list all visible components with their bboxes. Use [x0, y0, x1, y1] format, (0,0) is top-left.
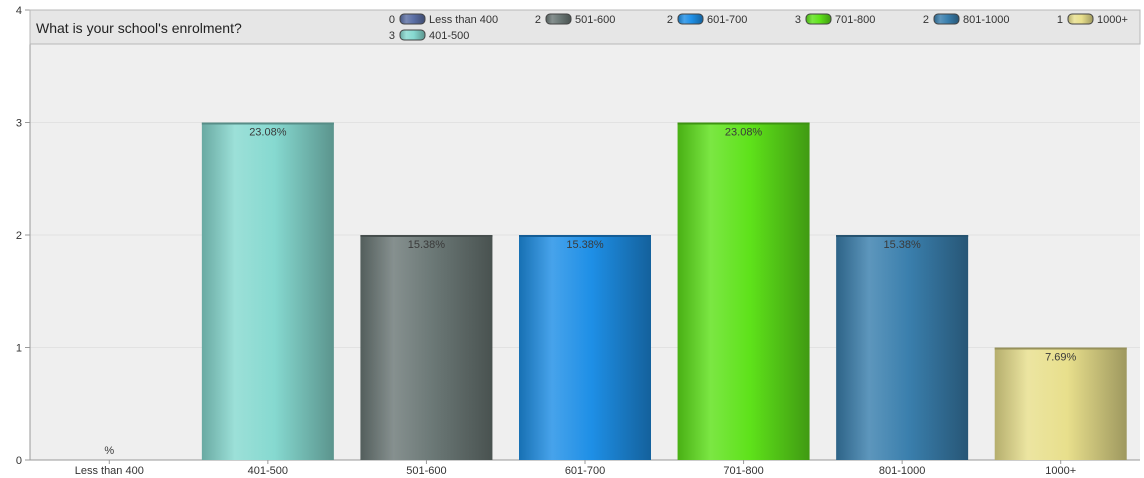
- legend-item-501-600[interactable]: 2 501-600: [535, 13, 616, 26]
- legend-item-801-1000[interactable]: 2 801-1000: [923, 13, 1010, 26]
- bar-data-label: 23.08%: [249, 127, 287, 139]
- y-tick-label: 3: [16, 118, 22, 130]
- bar-801-1000[interactable]: [836, 235, 969, 460]
- y-tick-label: 1: [16, 343, 22, 355]
- bar-data-label: 15.38%: [883, 239, 921, 251]
- legend-item-401-500[interactable]: 3 401-500: [389, 29, 470, 42]
- legend-count: 2: [923, 14, 929, 26]
- legend-swatch: [1067, 13, 1094, 25]
- y-tick-label: 0: [16, 455, 22, 467]
- legend-label: 801-1000: [963, 14, 1010, 26]
- bar-601-700[interactable]: [519, 235, 651, 460]
- legend-count: 2: [535, 14, 541, 26]
- x-tick-label: Less than 400: [75, 465, 144, 477]
- bar-top-edge: [994, 347, 1127, 350]
- legend-count: 3: [795, 14, 801, 26]
- legend-swatch: [399, 13, 426, 25]
- legend-label: 701-800: [835, 14, 875, 26]
- legend-swatch: [545, 13, 572, 25]
- legend-label: 601-700: [707, 14, 747, 26]
- legend-count: 2: [667, 14, 673, 26]
- bar-data-label: 7.69%: [1045, 352, 1076, 364]
- bar-data-label: 15.38%: [566, 239, 604, 251]
- x-tick-label: 701-800: [723, 465, 763, 477]
- legend-label: Less than 400: [429, 14, 498, 26]
- legend-item-601-700[interactable]: 2 601-700: [667, 13, 748, 26]
- bar-401-500[interactable]: [201, 122, 334, 461]
- bar-501-600[interactable]: [360, 235, 493, 460]
- legend-swatch: [933, 13, 960, 25]
- x-tick-label: 801-1000: [879, 465, 926, 477]
- legend-background: [29, 9, 1141, 45]
- y-tick-label: 2: [16, 230, 22, 242]
- bar-top-edge: [519, 235, 651, 237]
- legend-label: 501-600: [575, 14, 615, 26]
- legend-swatch: [677, 13, 704, 25]
- bar-top-edge: [360, 235, 493, 237]
- bar-data-label: 23.08%: [725, 127, 763, 139]
- legend-item-701-800[interactable]: 3 701-800: [795, 13, 876, 26]
- legend-count: 1: [1057, 14, 1063, 26]
- bar-top-edge: [201, 122, 334, 125]
- bar-data-label: %: [104, 445, 114, 457]
- x-tick-label: 401-500: [248, 465, 288, 477]
- legend-box: What is your school's enrolment? 0 Less t…: [29, 9, 1141, 45]
- chart-title: What is your school's enrolment?: [36, 20, 242, 36]
- bar-1000-[interactable]: [994, 347, 1127, 461]
- legend-label: 401-500: [429, 30, 469, 42]
- legend-count: 3: [389, 30, 395, 42]
- legend-swatch: [805, 13, 832, 25]
- legend-item-1000-[interactable]: 1 1000+: [1057, 13, 1128, 26]
- bar-data-label: 15.38%: [408, 239, 446, 251]
- x-tick-label: 1000+: [1045, 465, 1076, 477]
- y-tick-label: 4: [16, 5, 22, 17]
- x-tick-label: 501-600: [406, 465, 446, 477]
- legend-item-less-than-400[interactable]: 0 Less than 400: [389, 13, 498, 26]
- x-tick-label: 601-700: [565, 465, 605, 477]
- legend-count: 0: [389, 14, 395, 26]
- bar-701-800[interactable]: [677, 122, 810, 461]
- legend-label: 1000+: [1097, 14, 1128, 26]
- bar-top-edge: [677, 122, 810, 125]
- legend-swatch: [399, 29, 426, 41]
- bar-top-edge: [836, 235, 969, 237]
